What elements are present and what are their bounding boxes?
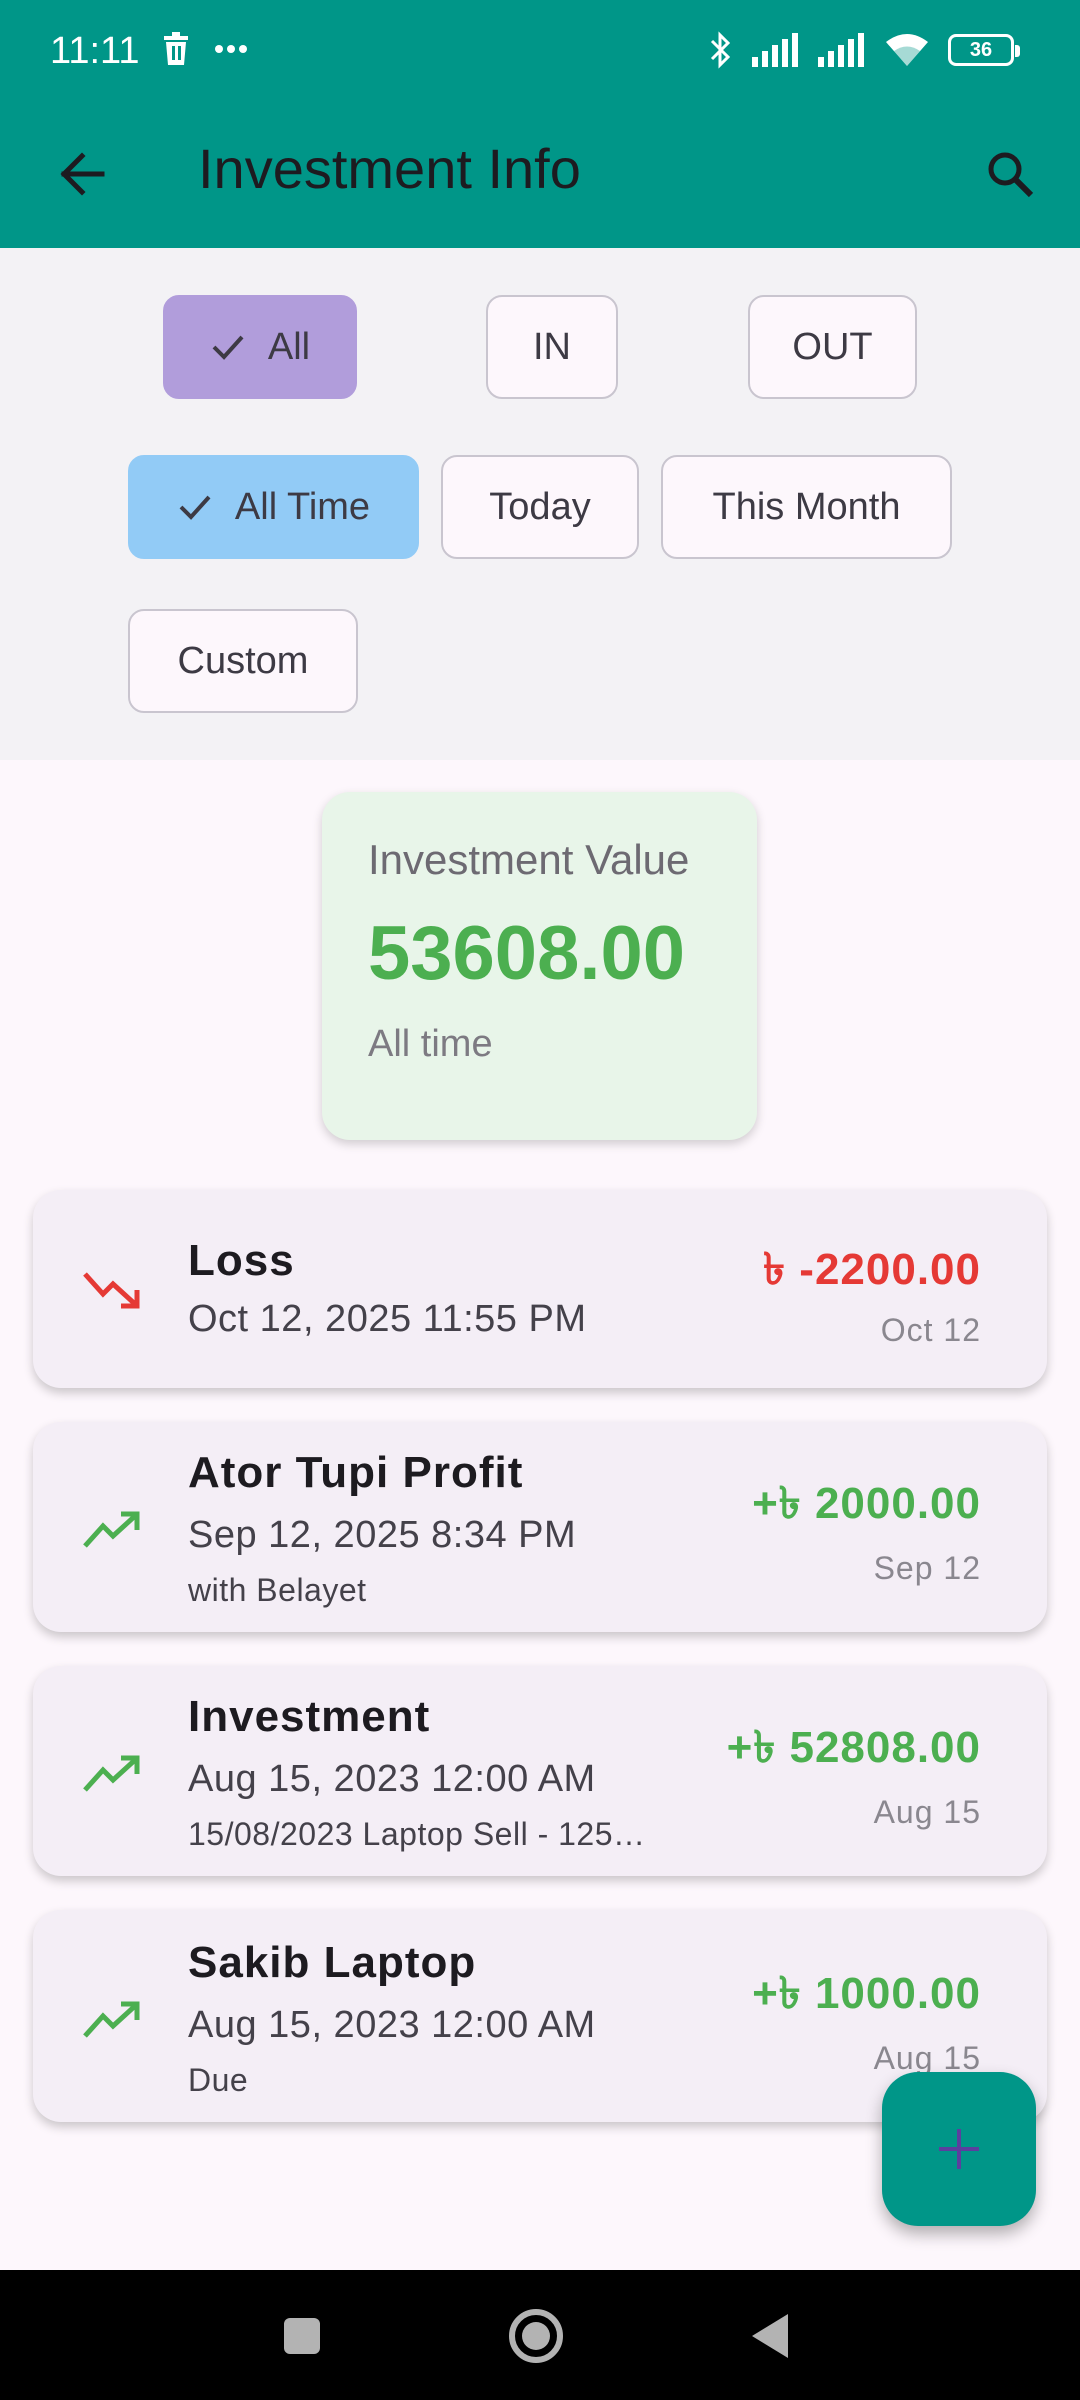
transaction-amount: +৳ 1000.00 <box>752 1969 981 2018</box>
status-bar: 11:11 36 <box>0 0 1080 100</box>
bluetooth-icon <box>710 31 731 69</box>
transaction-title: Loss <box>188 1236 295 1285</box>
filter-chip-out[interactable]: OUT <box>748 295 917 399</box>
filter-chip-all[interactable]: All <box>163 295 357 399</box>
transaction-short-date: Sep 12 <box>873 1550 981 1586</box>
chip-label: All Time <box>234 485 371 528</box>
trash-icon <box>164 32 188 65</box>
transaction-amount: +৳ 52808.00 <box>726 1723 981 1772</box>
transaction-datetime: Sep 12, 2025 8:34 PM <box>188 1514 577 1556</box>
filter-chip-all-time[interactable]: All Time <box>128 455 419 559</box>
filter-chip-this-month[interactable]: This Month <box>661 455 952 559</box>
summary-label: Investment Value <box>368 836 690 883</box>
plus-icon <box>939 2129 979 2169</box>
more-dots-icon <box>215 45 247 53</box>
home-circle-icon <box>509 2309 563 2363</box>
filter-chip-in[interactable]: IN <box>486 295 618 399</box>
transaction-short-date: Aug 15 <box>873 1794 981 1830</box>
status-time: 11:11 <box>50 30 140 72</box>
check-icon <box>179 495 211 520</box>
transaction-card[interactable]: Sakib Laptop Aug 15, 2023 12:00 AM Due +… <box>33 1910 1047 2122</box>
trending-down-icon <box>83 1272 140 1309</box>
transaction-note: 15/08/2023 Laptop Sell - 125… <box>188 1816 646 1852</box>
system-nav-bar <box>0 2270 1080 2400</box>
summary-value: 53608.00 <box>368 911 685 996</box>
transaction-card[interactable]: Ator Tupi Profit Sep 12, 2025 8:34 PM wi… <box>33 1422 1047 1632</box>
transaction-title: Investment <box>188 1692 431 1741</box>
back-triangle-icon <box>752 2314 788 2358</box>
search-button[interactable] <box>970 134 1050 214</box>
app-bar: Investment Info <box>0 100 1080 248</box>
nav-back-button[interactable] <box>740 2306 800 2366</box>
transaction-note: with Belayet <box>188 1572 367 1608</box>
signal-icon <box>752 33 798 67</box>
check-icon <box>212 335 244 360</box>
wifi-icon <box>886 34 928 66</box>
transaction-datetime: Oct 12, 2025 11:55 PM <box>188 1298 587 1340</box>
filter-chip-today[interactable]: Today <box>441 455 639 559</box>
chip-label: OUT <box>792 325 873 368</box>
back-button[interactable] <box>42 134 122 214</box>
transaction-datetime: Aug 15, 2023 12:00 AM <box>188 1758 596 1800</box>
search-icon <box>988 152 1034 198</box>
home-button[interactable] <box>506 2306 566 2366</box>
transaction-short-date: Oct 12 <box>880 1312 981 1348</box>
chip-label: Custom <box>177 639 309 682</box>
signal-icon <box>818 33 864 67</box>
transaction-amount: ৳ -2200.00 <box>763 1245 981 1294</box>
transaction-title: Sakib Laptop <box>188 1938 477 1987</box>
filter-chip-custom[interactable]: Custom <box>128 609 358 713</box>
arrow-left-icon <box>60 152 105 196</box>
recents-square-icon <box>284 2318 320 2354</box>
chip-label: This Month <box>712 485 901 528</box>
status-right-icons: 36 <box>708 30 1020 70</box>
transaction-card[interactable]: Loss Oct 12, 2025 11:55 PM ৳ -2200.00 Oc… <box>33 1190 1047 1388</box>
recents-button[interactable] <box>272 2306 332 2366</box>
transaction-card[interactable]: Investment Aug 15, 2023 12:00 AM 15/08/2… <box>33 1666 1047 1876</box>
summary-period: All time <box>368 1023 493 1065</box>
transaction-short-date: Aug 15 <box>873 2040 981 2076</box>
chip-label: Today <box>489 485 591 528</box>
filter-area: All IN OUT All Time Today This Month Cus… <box>0 248 1080 760</box>
chip-label: IN <box>533 325 571 368</box>
investment-summary-card: Investment Value 53608.00 All time <box>322 792 757 1140</box>
page-title: Investment Info <box>198 137 581 200</box>
trending-up-icon <box>83 2001 140 2038</box>
battery-icon: 36 <box>948 34 1020 66</box>
chip-label: All <box>267 325 311 368</box>
trending-up-icon <box>83 1755 140 1792</box>
transaction-amount: +৳ 2000.00 <box>752 1479 981 1528</box>
transaction-datetime: Aug 15, 2023 12:00 AM <box>188 2004 596 2046</box>
trending-up-icon <box>83 1511 140 1548</box>
status-left-icons <box>162 32 248 66</box>
add-transaction-button[interactable] <box>882 2072 1036 2226</box>
transaction-title: Ator Tupi Profit <box>188 1448 524 1497</box>
transaction-note: Due <box>188 2062 249 2098</box>
